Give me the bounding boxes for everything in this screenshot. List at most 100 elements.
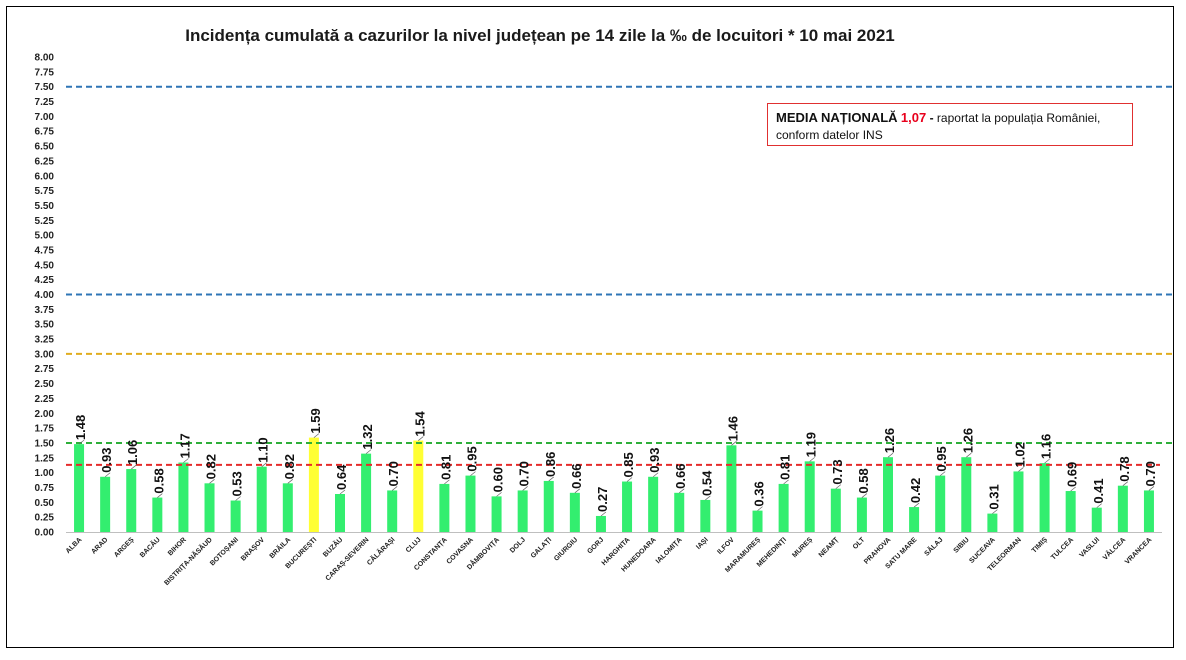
value-leader-line [861, 493, 868, 498]
value-label: 1.17 [177, 433, 192, 458]
chart-title: Incidența cumulată a cazurilor la nivel … [185, 26, 895, 45]
bar [126, 469, 137, 532]
value-label: 0.93 [99, 447, 114, 472]
y-tick-label: 0.50 [35, 498, 55, 509]
value-leader-line [365, 449, 372, 454]
value-label: 0.69 [1065, 462, 1080, 487]
bar [282, 483, 293, 532]
value-leader-line [470, 471, 476, 476]
y-tick-label: 2.25 [35, 394, 55, 405]
bar [387, 490, 398, 532]
category-label: GALAȚI [530, 536, 553, 559]
value-label: 0.41 [1091, 478, 1106, 503]
value-label: 1.19 [804, 432, 819, 457]
value-label: 0.70 [1143, 461, 1158, 486]
value-label: 0.66 [569, 464, 584, 489]
category-label: DOLJ [509, 536, 527, 554]
bar [830, 488, 841, 532]
value-leader-line [783, 479, 789, 485]
bar [674, 492, 685, 532]
value-label: 1.46 [725, 416, 740, 441]
bar [543, 480, 554, 532]
y-tick-label: 7.75 [35, 67, 55, 78]
value-leader-line [1070, 486, 1076, 492]
bar [961, 457, 972, 532]
value-label: 1.16 [1039, 434, 1054, 459]
category-label: BACĂU [138, 535, 162, 559]
value-label: 1.02 [1012, 442, 1027, 467]
value-leader-line [600, 511, 607, 517]
note-value: 1,07 [900, 110, 927, 125]
value-label: 0.86 [543, 452, 558, 477]
y-tick-label: 5.75 [35, 186, 55, 197]
value-leader-line [1148, 486, 1155, 491]
bar [308, 437, 319, 532]
bar [1065, 491, 1076, 532]
y-tick-label: 3.75 [35, 305, 55, 316]
value-leader-line [1044, 458, 1050, 464]
y-tick-label: 4.50 [35, 260, 55, 271]
value-leader-line [626, 477, 633, 482]
category-label: TULCEA [1050, 536, 1075, 561]
value-label: 0.78 [1117, 456, 1132, 481]
value-leader-line [157, 493, 163, 498]
bar [1013, 471, 1024, 532]
category-label: BISTRIȚA-NĂSĂUD [162, 535, 214, 587]
national-average-note: MEDIA NAȚIONALĂ 1,07 - raportat la popul… [767, 103, 1133, 146]
value-label: 1.26 [882, 428, 897, 453]
bar [361, 453, 372, 532]
value-label: 0.70 [386, 461, 401, 486]
value-label: 0.36 [752, 481, 767, 506]
value-label: 0.73 [830, 459, 845, 484]
value-label: 0.53 [230, 471, 245, 496]
y-tick-label: 5.50 [35, 201, 55, 212]
value-label: 0.66 [673, 464, 688, 489]
y-tick-label: 7.25 [35, 97, 55, 108]
value-leader-line [261, 462, 267, 467]
value-leader-line [574, 488, 581, 494]
value-leader-line [835, 484, 842, 489]
value-label: 1.54 [412, 410, 427, 436]
value-label: 1.59 [308, 408, 323, 433]
bar [74, 444, 85, 532]
value-leader-line [391, 486, 398, 491]
y-tick-label: 1.25 [35, 453, 55, 464]
bar [152, 497, 163, 532]
value-leader-line [887, 452, 894, 458]
y-tick-label: 5.00 [35, 231, 55, 242]
category-label: BIHOR [167, 536, 188, 557]
value-label: 0.60 [491, 467, 506, 492]
y-tick-label: 1.75 [35, 424, 55, 435]
value-leader-line [757, 506, 763, 511]
bar [700, 499, 711, 532]
value-leader-line [313, 433, 320, 438]
bar [622, 481, 633, 532]
bar [856, 497, 867, 532]
category-label: ARGEȘ [113, 536, 136, 559]
category-label: VASLUI [1078, 536, 1101, 559]
y-tick-label: 6.75 [35, 127, 55, 138]
value-leader-line [287, 479, 294, 484]
y-tick-label: 1.00 [35, 468, 55, 479]
y-tick-label: 6.25 [35, 156, 55, 167]
y-tick-label: 0.00 [35, 528, 55, 539]
y-tick-label: 3.50 [35, 320, 55, 331]
value-label: 0.27 [595, 487, 610, 512]
y-tick-label: 7.50 [35, 82, 55, 93]
bar [335, 494, 345, 532]
bar [230, 500, 241, 532]
note-dash: - [929, 111, 934, 125]
category-label: TIMIȘ [1031, 536, 1049, 554]
y-tick-label: 2.75 [35, 364, 55, 375]
value-leader-line [966, 452, 972, 458]
value-label: 0.31 [986, 484, 1001, 509]
value-leader-line [496, 492, 502, 497]
y-tick-label: 4.75 [35, 245, 55, 256]
value-leader-line [705, 495, 711, 501]
value-label: 1.10 [256, 437, 271, 462]
value-label: 0.82 [204, 454, 219, 479]
y-tick-label: 1.50 [35, 438, 55, 449]
value-leader-line [78, 439, 85, 445]
y-tick-label: 3.00 [35, 349, 55, 360]
y-tick-label: 5.25 [35, 216, 55, 227]
